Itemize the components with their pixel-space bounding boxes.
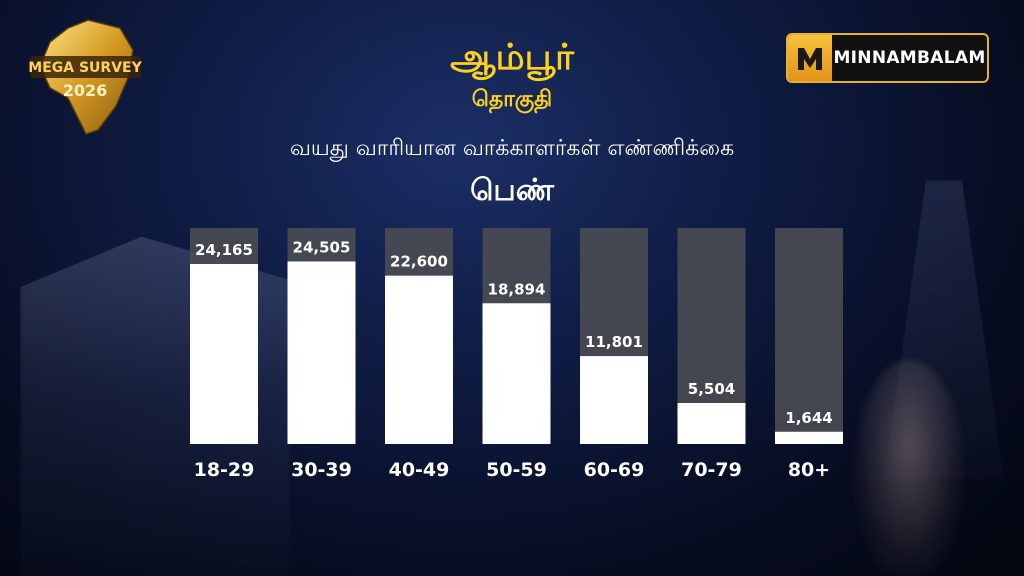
mega-survey-logo: MEGA SURVEY 2026: [28, 18, 143, 136]
bar-80+: [775, 431, 843, 444]
mega-survey-emblem: MEGA SURVEY 2026: [28, 19, 143, 135]
bar-value-label: 18,894: [488, 280, 546, 298]
bar-60-69: [580, 356, 648, 444]
background-hand: [854, 360, 964, 576]
brand-name: MINNAMBALAM: [833, 48, 986, 68]
category-label: 40-49: [389, 459, 450, 481]
bar-50-59: [482, 303, 551, 444]
bar-value-label: 1,644: [785, 409, 832, 427]
bar-value-label: 5,504: [688, 380, 735, 398]
category-label: 30-39: [291, 459, 352, 481]
bar-value-label: 22,600: [390, 253, 448, 271]
bar-value-label: 24,505: [293, 238, 351, 256]
category-label: 70-79: [681, 459, 742, 481]
badge-line2: 2026: [63, 81, 108, 100]
category-label: 60-69: [584, 459, 645, 481]
gender-category: பெண்: [470, 173, 554, 208]
bar-30-39: [287, 261, 356, 444]
category-label: 50-59: [486, 459, 547, 481]
bar-18-29: [190, 264, 258, 444]
category-label: 80+: [788, 459, 830, 481]
category-label: 18-29: [194, 459, 255, 481]
bar-value-label: 11,801: [585, 333, 643, 351]
page-subtitle: தொகுதி: [471, 87, 553, 112]
bar-40-49: [385, 275, 453, 444]
minnambalam-logo: MINNAMBALAM: [786, 33, 989, 83]
page-title: ஆம்பூர்: [450, 37, 574, 78]
bar-value-label: 24,165: [195, 241, 253, 259]
bar-70-79: [677, 403, 746, 444]
badge-line1: MEGA SURVEY: [28, 60, 142, 76]
chart-caption: வயது வாரியான வாக்காளர்கள் எண்ணிக்கை: [289, 136, 735, 161]
bar-track: [775, 228, 843, 444]
brand-mark-icon: [788, 35, 832, 81]
